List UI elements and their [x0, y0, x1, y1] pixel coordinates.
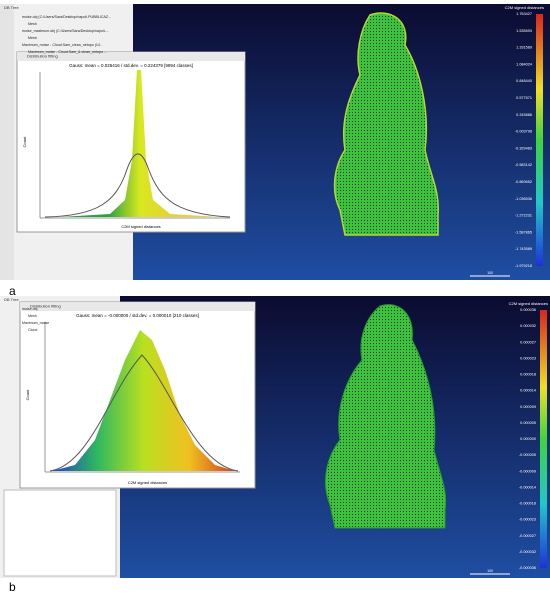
scale-label: 0.000005	[520, 421, 536, 425]
histogram	[52, 330, 235, 471]
scale-label: 0.000023	[520, 356, 536, 360]
tree-item: Mesh	[28, 22, 37, 26]
scale-label: -1.979218	[515, 264, 532, 268]
scale-label: -0.000014	[519, 485, 536, 489]
scale-label: -0.583142	[515, 163, 532, 167]
scale-label: -1.587865	[515, 230, 532, 234]
scale-label: 1.763427	[516, 12, 532, 16]
toolbar	[0, 4, 14, 280]
dialog-title: Distribution fitting	[30, 304, 61, 309]
tree-item: Maximum_moise - Cloud.Sam_& clean_netopo…	[28, 50, 107, 54]
tree-item: moise.obj	[22, 307, 38, 311]
scale-label: 1.535693	[516, 29, 532, 33]
scale-label: 1.331589	[516, 46, 532, 50]
scale-label: -0.329483	[515, 146, 532, 150]
scale-label: 0.000036	[520, 308, 536, 312]
gauss-title: Gauss: mean = 0.025416 / std.dev. = 0.22…	[69, 63, 193, 68]
properties	[3, 489, 117, 577]
tree-title: DB Tree	[4, 297, 19, 302]
tree-item: Maximum_moise - Cloud.Sam_clean_netopo (…	[22, 43, 102, 47]
dialog-titlebar	[20, 302, 255, 311]
x-axis-label: C2M signed distances	[128, 480, 167, 485]
scale-label: -0.000032	[519, 550, 536, 554]
scale-label: -0.000005	[519, 453, 536, 457]
statue	[324, 304, 447, 529]
gauss-curve	[44, 153, 231, 218]
panel-b: b	[0, 296, 550, 594]
gauss-title: Gauss: mean = -0.000000 / std.dev. = 0.0…	[76, 313, 199, 318]
tree-item: moise_maximum.obj (C:/Users/Sara/Desktop…	[22, 29, 109, 33]
dialog-titlebar	[17, 52, 245, 61]
y-axis-label: Count	[25, 389, 30, 401]
color-scale	[540, 310, 547, 568]
tree-item: Mesh	[28, 314, 37, 318]
panel-a: a	[0, 4, 550, 298]
dialog-title: Distribution fitting	[27, 54, 58, 59]
scale-label: -1.036536	[515, 197, 532, 201]
scale-label: -1.743589	[515, 247, 532, 251]
scale-label: -0.003798	[515, 130, 532, 134]
tree-title: DB Tree	[4, 5, 19, 10]
y-axis-label: Count	[22, 136, 27, 148]
scale-bar-label: 100	[487, 569, 493, 573]
scale-label: -0.000036	[519, 566, 536, 570]
tree-item: Mesh	[28, 36, 37, 40]
tree-item: Maximum_moise	[22, 321, 49, 325]
scale-label: 0.000027	[520, 340, 536, 344]
x-axis-label: C2M signed distances	[121, 224, 160, 229]
scale-title: C2M signed distances	[509, 301, 548, 306]
scale-label: -0.000023	[519, 518, 536, 522]
color-scale	[536, 14, 543, 266]
panel-label: a	[9, 284, 16, 298]
scale-title: C2M signed distances	[505, 5, 544, 10]
statue	[333, 12, 439, 236]
scale-label: 0.848440	[516, 79, 532, 83]
gauss-curve	[49, 354, 239, 472]
scale-label: 0.577571	[516, 96, 532, 100]
scale-label: -1.272231	[515, 214, 532, 218]
scale-label: 1.084024	[516, 62, 532, 66]
scale-bar-label: 100	[487, 271, 493, 275]
scale-label: 0.000018	[520, 373, 536, 377]
scale-label: -0.000027	[519, 534, 536, 538]
tree-item: Cloud	[28, 328, 37, 332]
scale-label: 0.000000	[520, 437, 536, 441]
panel-label: b	[9, 580, 16, 594]
scale-label: -0.000018	[519, 502, 536, 506]
tree-item: moise.obj (C:/Users/Sara/Desktop/napoli-…	[22, 15, 111, 19]
scale-label: -0.000009	[519, 469, 536, 473]
scale-label: -0.869652	[515, 180, 532, 184]
scale-label: 0.000009	[520, 405, 536, 409]
scale-label: 0.000014	[520, 389, 536, 393]
scale-label: 0.000032	[520, 324, 536, 328]
histogram	[60, 70, 220, 217]
scale-label: 0.315886	[516, 113, 532, 117]
